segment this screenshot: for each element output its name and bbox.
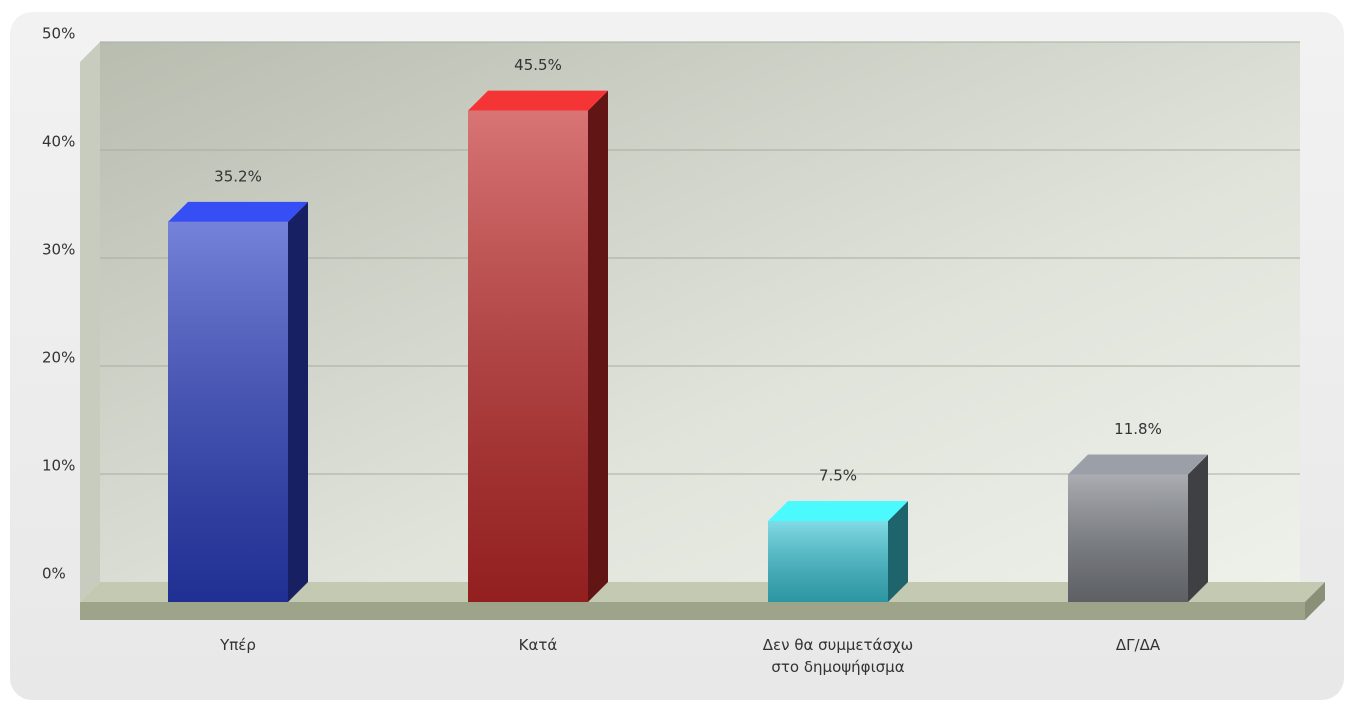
y-tick-label: 40% [42,133,75,151]
y-tick-label: 30% [42,241,75,259]
bar-shine [168,221,288,602]
floor-top [80,582,1325,602]
bar-top [768,501,908,521]
y-tick-label: 20% [42,349,75,367]
bar-side [888,501,908,602]
data-label: 7.5% [819,467,857,485]
bar-side [588,90,608,602]
x-tick-label: Δεν θα συμμετάσχω στο δημοψήφισμα [762,636,914,676]
x-tick-label: Κατά [518,636,558,654]
x-tick-label: Υπέρ [220,636,256,654]
data-label: 35.2% [214,167,262,185]
floor-side [1305,582,1325,620]
side-wall [80,42,100,602]
bar-side [288,201,308,602]
bar-top [1068,454,1208,475]
bar-shine [1068,474,1188,602]
floor-front [80,602,1305,620]
x-tick-label: ΔΓ/ΔΑ [1115,636,1161,654]
bar-side [1188,454,1208,602]
bar-top [168,201,308,222]
bar-shine [768,521,888,602]
data-label: 45.5% [514,56,562,74]
bar-shine [468,110,588,602]
y-tick-label: 0% [42,565,66,583]
data-label: 11.8% [1114,420,1162,438]
y-tick-label: 50% [42,25,75,43]
y-tick-label: 10% [42,457,75,475]
bar-top [468,90,608,111]
